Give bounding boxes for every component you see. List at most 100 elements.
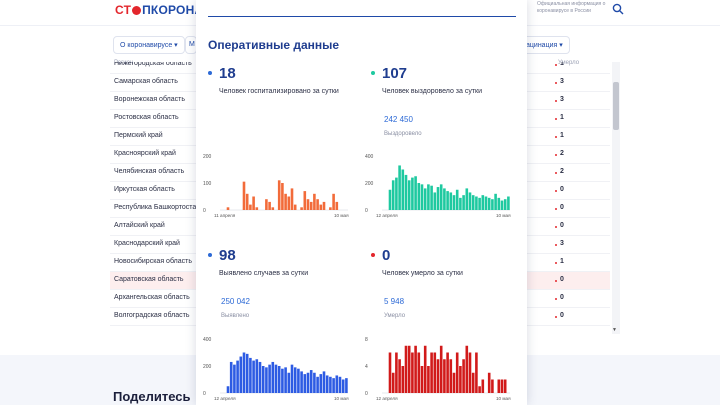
chart-bar — [462, 359, 465, 393]
chart-bar — [316, 376, 319, 393]
chart-bar — [481, 195, 485, 210]
chart-bar — [427, 184, 430, 210]
chart-bar — [252, 196, 255, 210]
chart-bar — [407, 180, 411, 210]
x-start-label: 12 апреля — [214, 396, 236, 401]
chart-bar — [423, 345, 427, 393]
chart-bar — [404, 174, 408, 210]
chart-bar — [500, 200, 504, 210]
chart-bar — [433, 192, 437, 210]
table-scrollbar-thumb[interactable] — [613, 82, 619, 130]
chart-bar — [465, 345, 469, 393]
region-died-value: 0 — [560, 204, 564, 211]
column-header-died: Умерло — [558, 60, 580, 66]
stat-total: 5 948 — [384, 297, 405, 306]
value-dot — [555, 280, 557, 282]
chart-bar — [255, 207, 259, 210]
chart-bar — [226, 386, 230, 393]
chart-bar — [252, 360, 255, 393]
y-tick-label: 0 — [365, 208, 368, 214]
chart-bar — [398, 359, 401, 393]
region-died-value: 2 — [560, 150, 564, 157]
chart-bar — [471, 372, 475, 393]
x-end-label: 10 мая — [334, 396, 349, 401]
region-died-value: 1 — [560, 258, 564, 265]
menu-vaccination-button[interactable]: ацинация ▾ — [520, 36, 570, 54]
value-dot — [555, 244, 557, 246]
chart-bar — [335, 201, 339, 210]
panel-title: Оперативные данные — [208, 38, 340, 52]
search-icon[interactable] — [612, 3, 624, 15]
chart-bar — [239, 356, 243, 393]
chart-bar — [411, 352, 414, 393]
y-tick-label: 100 — [203, 181, 212, 187]
chart-bar — [341, 379, 345, 393]
chart-bar — [313, 193, 316, 210]
value-dot — [555, 208, 557, 210]
region-name: Пермский край — [114, 132, 163, 139]
died-chart: 8 4 0 12 апреля 10 мая — [365, 337, 511, 401]
y-tick-label: 400 — [203, 337, 212, 343]
chart-bar — [401, 366, 405, 393]
chart-bar — [427, 366, 430, 393]
chart-bar — [439, 345, 443, 393]
chart-bar — [265, 367, 268, 393]
operative-data-panel: Оперативные данные 18 Человек госпитализ… — [196, 0, 527, 405]
chart-bar — [249, 204, 252, 210]
chart-bar — [329, 376, 332, 393]
region-name: Красноярский край — [114, 150, 176, 157]
value-dot — [555, 316, 557, 318]
scroll-down-arrow-icon[interactable]: ▼ — [612, 327, 617, 333]
value-dot — [555, 154, 557, 156]
region-name: Саратовская область — [114, 276, 184, 283]
value-dot — [555, 136, 557, 138]
region-died-value: 3 — [560, 78, 564, 85]
region-died-value: 0 — [560, 276, 564, 283]
chart-bar — [430, 352, 433, 393]
chart-bar — [433, 352, 437, 393]
stat-value: 0 — [382, 247, 391, 264]
chart-bar — [481, 379, 485, 393]
region-died-value: 3 — [560, 96, 564, 103]
chart-bar — [407, 345, 411, 393]
chart-bar — [332, 378, 335, 393]
stat-dot — [208, 71, 212, 75]
chart-bar — [468, 352, 472, 393]
chart-bar — [281, 183, 284, 210]
chart-bar — [455, 352, 459, 393]
stat-value: 98 — [219, 247, 236, 264]
chart-bar — [452, 195, 456, 210]
chart-bar — [414, 345, 417, 393]
chart-bar — [420, 184, 424, 210]
chart-bar — [411, 177, 414, 210]
chart-bar — [449, 359, 453, 393]
chart-bar — [290, 364, 294, 393]
chart-bar — [316, 199, 319, 210]
chart-bar — [281, 368, 284, 393]
region-name: Иркутская область — [114, 186, 175, 193]
y-tick-label: 400 — [365, 154, 374, 160]
region-name: Архангельская область — [114, 294, 190, 301]
chart-bar — [417, 352, 421, 393]
value-dot — [555, 82, 557, 84]
chart-bar — [395, 352, 398, 393]
chart-bar — [297, 368, 300, 393]
x-start-label: 11 апреля — [214, 213, 236, 218]
chart-bar — [487, 372, 491, 393]
x-start-label: 12 апреля — [376, 396, 398, 401]
site-logo[interactable]: СТ ПКОРОНАВ — [115, 3, 212, 17]
chart-bar — [398, 165, 401, 210]
chart-bar — [446, 191, 449, 210]
chart-bar — [478, 386, 481, 393]
chart-bar — [449, 192, 453, 210]
table-scrollbar[interactable] — [612, 62, 620, 334]
y-tick-label: 200 — [203, 364, 212, 370]
chart-bar — [332, 193, 335, 210]
menu-about-button[interactable]: О коронавирусе ▾ — [113, 36, 185, 54]
region-name: Челябинская область — [114, 168, 185, 175]
chart-bar — [443, 359, 446, 393]
stat-description: Человек выздоровело за сутки — [382, 88, 483, 95]
region-name: Новосибирская область — [114, 258, 192, 265]
chart-bar — [420, 366, 424, 393]
chart-bar — [404, 345, 408, 393]
